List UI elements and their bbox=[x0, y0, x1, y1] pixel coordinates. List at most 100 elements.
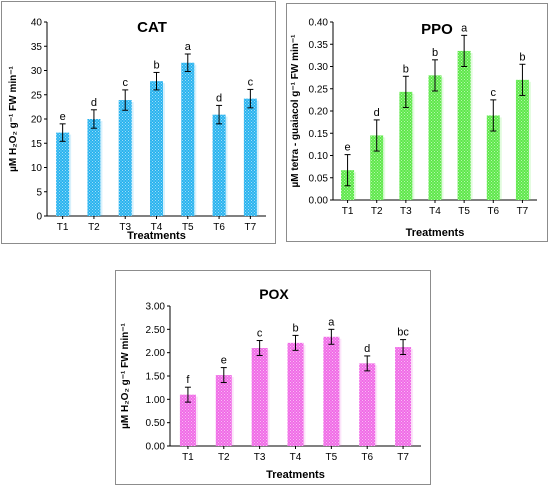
y-axis-label: µM H₂O₂ g⁻¹ FW min⁻¹ bbox=[120, 322, 131, 428]
y-tick-label: 0.30 bbox=[309, 62, 329, 73]
significance-letter: b bbox=[403, 63, 409, 75]
bar-t6 bbox=[359, 363, 376, 446]
significance-letter: b bbox=[432, 47, 438, 59]
significance-letter: c bbox=[248, 76, 254, 88]
y-tick-label: 0.35 bbox=[309, 40, 329, 51]
bar-t5 bbox=[457, 50, 471, 200]
x-tick-label: T2 bbox=[218, 452, 230, 463]
y-tick-label: 1.50 bbox=[146, 372, 166, 383]
y-tick-label: 1.00 bbox=[146, 395, 166, 406]
bar-t2 bbox=[370, 135, 384, 200]
chart-title: PPO bbox=[421, 21, 453, 38]
y-tick-label: 0.40 bbox=[309, 18, 329, 29]
bar-t2 bbox=[215, 375, 232, 446]
significance-letter: c bbox=[122, 77, 128, 89]
x-tick-label: T1 bbox=[57, 222, 69, 233]
y-tick-label: 0.05 bbox=[309, 173, 329, 184]
y-tick-label: 2.00 bbox=[146, 348, 166, 359]
significance-letter: d bbox=[216, 92, 222, 104]
y-tick-label: 35 bbox=[31, 42, 43, 53]
significance-letter: a bbox=[461, 22, 468, 34]
bar-t1 bbox=[179, 394, 196, 446]
x-tick-label: T7 bbox=[397, 452, 409, 463]
x-tick-label: T2 bbox=[371, 206, 383, 217]
y-tick-label: 15 bbox=[31, 139, 43, 150]
y-tick-label: 30 bbox=[31, 66, 43, 77]
x-axis-label: Treatments bbox=[266, 469, 325, 481]
bar-t3 bbox=[251, 348, 268, 446]
significance-letter: b bbox=[292, 322, 298, 334]
bar-t7 bbox=[395, 347, 412, 446]
y-tick-label: 25 bbox=[31, 90, 43, 101]
significance-letter: e bbox=[345, 142, 351, 154]
significance-letter: f bbox=[186, 374, 190, 386]
cat-chart-panel: CAT 0 5 10 15 20 25 30 35 40 e T1 d T2 c T3 b T4 a T5 d T6 c T7… bbox=[1, 1, 276, 244]
bar-t7 bbox=[243, 98, 257, 216]
significance-letter: e bbox=[221, 355, 227, 367]
x-axis-label: Treatments bbox=[406, 227, 465, 239]
y-tick-label: 0.50 bbox=[146, 418, 166, 429]
bar-t3 bbox=[118, 100, 132, 216]
significance-letter: c bbox=[491, 87, 497, 99]
bar-t5 bbox=[323, 336, 340, 446]
cat-chart: CAT 0 5 10 15 20 25 30 35 40 e T1 d T2 c T3 b T4 a T5 d T6 c T7… bbox=[8, 18, 266, 242]
bar-t7 bbox=[515, 79, 529, 200]
bar-t4 bbox=[150, 81, 163, 216]
x-tick-label: T6 bbox=[213, 222, 225, 233]
y-tick-label: 3.00 bbox=[146, 302, 166, 313]
x-tick-label: T5 bbox=[458, 206, 470, 217]
bar-t6 bbox=[486, 115, 500, 200]
x-tick-label: T1 bbox=[182, 452, 194, 463]
y-tick-label: 0.20 bbox=[309, 107, 329, 118]
bar-t2 bbox=[87, 119, 101, 216]
x-tick-label: T1 bbox=[342, 206, 354, 217]
bar-t1 bbox=[56, 132, 70, 216]
bar-t3 bbox=[399, 91, 413, 200]
y-tick-label: 10 bbox=[31, 163, 43, 174]
y-tick-label: 0.00 bbox=[146, 442, 166, 453]
significance-letter: c bbox=[257, 328, 263, 340]
significance-letter: b bbox=[153, 59, 159, 71]
y-axis-label: µM H₂O₂ g⁻¹ FW min⁻¹ bbox=[8, 65, 19, 171]
x-tick-label: T4 bbox=[290, 452, 302, 463]
ppo-chart-panel: PPO 0.00 0.05 0.10 0.15 0.20 0.25 0.30 0.35 0.40 e… bbox=[286, 3, 548, 242]
significance-letter: b bbox=[519, 51, 525, 63]
x-tick-label: T4 bbox=[429, 206, 441, 217]
significance-letter: d bbox=[364, 343, 370, 355]
y-tick-label: 40 bbox=[31, 18, 43, 29]
bar-t6 bbox=[212, 114, 226, 216]
x-tick-label: T7 bbox=[245, 222, 257, 233]
x-tick-label: T6 bbox=[361, 452, 373, 463]
x-tick-label: T3 bbox=[254, 452, 266, 463]
y-tick-label: 5 bbox=[36, 187, 42, 198]
x-tick-label: T5 bbox=[182, 222, 194, 233]
x-tick-label: T5 bbox=[326, 452, 338, 463]
y-tick-label: 0.15 bbox=[309, 129, 329, 140]
x-tick-label: T3 bbox=[400, 206, 412, 217]
bar-t5 bbox=[181, 62, 195, 216]
y-tick-label: 0.10 bbox=[309, 151, 329, 162]
pox-chart-panel: POX 0.00 0.50 1.00 1.50 2.00 2.50 3.00 f T1 e T2 c T3… bbox=[115, 270, 431, 485]
significance-letter: d bbox=[91, 97, 97, 109]
y-axis-label: µM tetra - guaiacol g⁻¹ FW min⁻¹ bbox=[290, 34, 301, 188]
y-tick-label: 0.00 bbox=[309, 196, 329, 207]
y-tick-label: 0.25 bbox=[309, 84, 329, 95]
y-tick-label: 0 bbox=[36, 212, 42, 223]
chart-title: POX bbox=[259, 286, 289, 302]
x-axis-label: Treatments bbox=[127, 230, 186, 242]
significance-letter: bc bbox=[397, 327, 409, 339]
bar-t4 bbox=[287, 342, 304, 446]
x-tick-label: T2 bbox=[88, 222, 100, 233]
ppo-chart: PPO 0.00 0.05 0.10 0.15 0.20 0.25 0.30 0.35 0.40 e… bbox=[290, 18, 537, 239]
chart-title: CAT bbox=[137, 19, 167, 36]
x-tick-label: T3 bbox=[119, 222, 131, 233]
pox-chart: POX 0.00 0.50 1.00 1.50 2.00 2.50 3.00 f T1 e T2 c T3… bbox=[120, 286, 421, 481]
significance-letter: d bbox=[374, 107, 380, 119]
significance-letter: a bbox=[185, 41, 192, 53]
significance-letter: e bbox=[60, 111, 66, 123]
significance-letter: a bbox=[328, 316, 335, 328]
y-tick-label: 2.50 bbox=[146, 325, 166, 336]
y-tick-label: 20 bbox=[31, 115, 43, 126]
x-tick-label: T7 bbox=[517, 206, 529, 217]
x-tick-label: T4 bbox=[151, 222, 163, 233]
